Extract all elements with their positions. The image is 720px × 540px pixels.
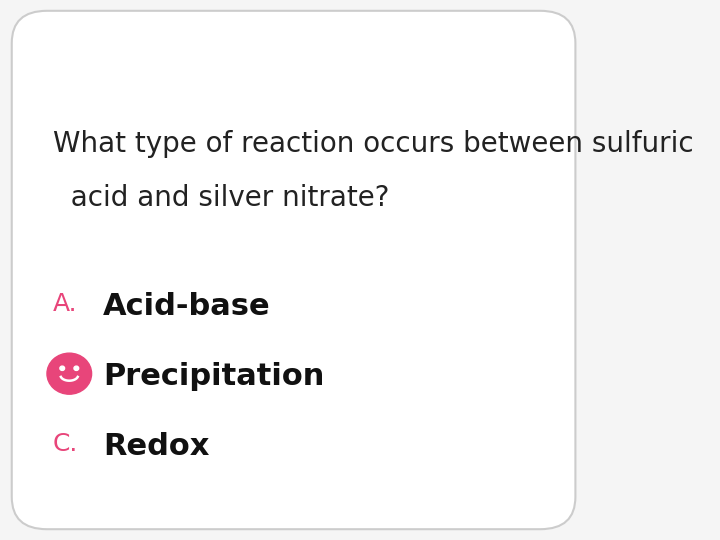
Text: Acid-base: Acid-base: [103, 292, 271, 321]
Text: Precipitation: Precipitation: [103, 362, 324, 391]
Text: What type of reaction occurs between sulfuric: What type of reaction occurs between sul…: [53, 130, 693, 158]
Text: Redox: Redox: [103, 432, 209, 461]
Text: acid and silver nitrate?: acid and silver nitrate?: [53, 184, 390, 212]
FancyBboxPatch shape: [12, 11, 575, 529]
Text: A.: A.: [53, 292, 78, 315]
Circle shape: [47, 353, 91, 394]
Circle shape: [74, 366, 78, 370]
Text: C.: C.: [53, 432, 78, 456]
Circle shape: [60, 366, 65, 370]
